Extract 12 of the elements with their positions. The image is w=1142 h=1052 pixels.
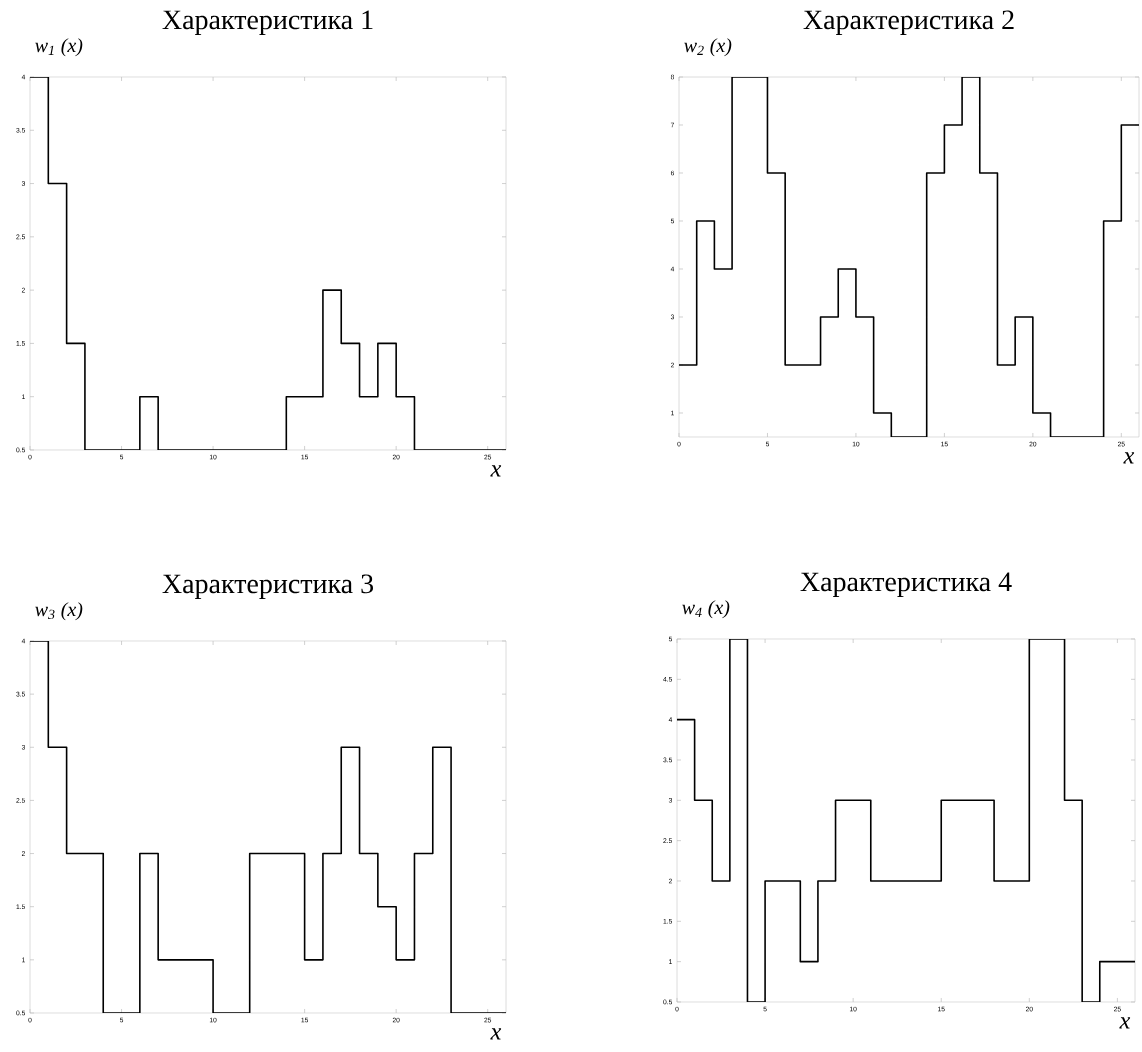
x-axis-title: x (1123, 452, 1135, 464)
y-axis-title: w$_{2}$ (x) (684, 38, 732, 57)
chart-title: Характеристика 1 (162, 10, 373, 35)
x-axis-title: x (490, 465, 502, 477)
chart-title: Характеристика 4 (800, 572, 1012, 597)
chart-title: Характеристика 3 (162, 574, 374, 599)
chart-title: Характеристика 2 (803, 10, 1014, 35)
y-axis-title: w$_{3}$ (x) (35, 602, 83, 621)
x-axis-title: x (490, 1028, 502, 1040)
y-axis-title: w$_{1}$ (x) (35, 38, 83, 57)
y-axis-title: w$_{4}$ (x) (682, 600, 730, 619)
x-axis-title: x (1119, 1017, 1131, 1029)
